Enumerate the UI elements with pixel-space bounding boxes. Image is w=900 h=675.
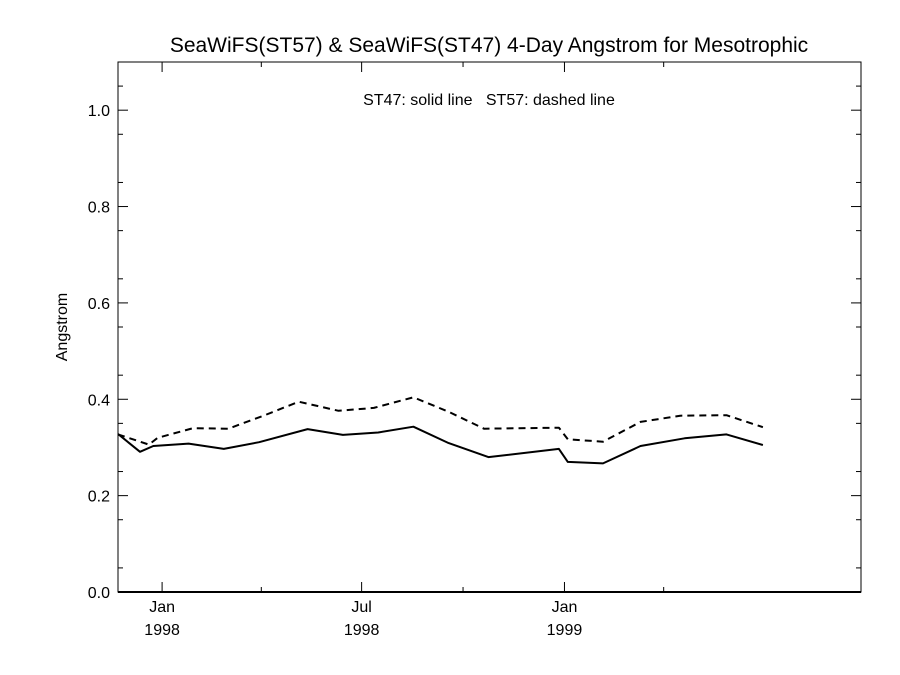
series-line-st47: [117, 425, 764, 465]
y-tick-label: 0.8: [88, 200, 110, 217]
x-tick-month-label: Jan: [149, 599, 175, 616]
y-tick-label: 0.6: [88, 296, 110, 313]
x-tick-labels: Jan 1998 Jul 1998 Jan 1999: [144, 599, 582, 639]
y-tick-label: 0.0: [88, 585, 110, 602]
y-tick-label: 1.0: [88, 103, 110, 120]
chart-title: SeaWiFS(ST57) & SeaWiFS(ST47) 4-Day Angs…: [170, 34, 808, 57]
y-tick-labels: 0.0 0.2 0.4 0.6 0.8 1.0: [88, 103, 110, 602]
line-style-note: ST47: solid line ST57: dashed line: [363, 92, 615, 109]
y-tick-label: 0.2: [88, 489, 110, 506]
series-lines: [117, 396, 764, 465]
y-tick-label: 0.4: [88, 392, 110, 409]
x-tick-month-label: Jan: [552, 599, 578, 616]
x-tick-year-label: 1998: [144, 622, 180, 639]
x-tick-year-label: 1999: [547, 622, 583, 639]
plot-frame: [117, 61, 862, 593]
x-tick-month-label: Jul: [351, 599, 371, 616]
y-axis-label: Angstrom: [54, 293, 71, 361]
x-tick-year-label: 1998: [344, 622, 380, 639]
axis-ticks: [118, 62, 861, 593]
series-line-st57: [117, 396, 764, 446]
